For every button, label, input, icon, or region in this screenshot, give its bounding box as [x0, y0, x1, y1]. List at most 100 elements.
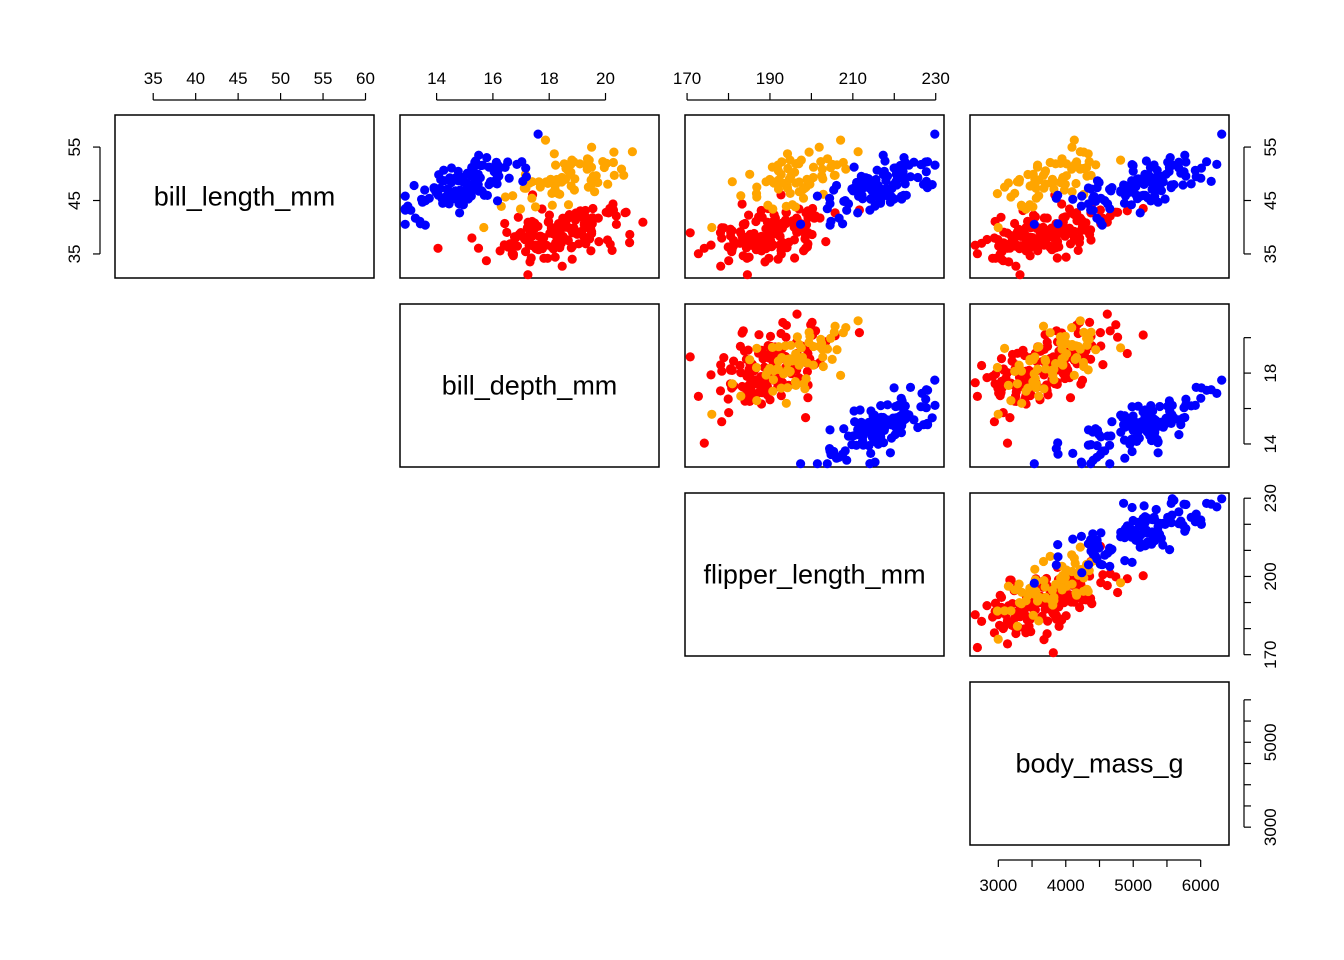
- point-series1-flipper_length_mm-body_mass_g-47: [1072, 590, 1082, 600]
- point-series0-bill_length_mm-flipper_length_mm-131: [699, 243, 709, 253]
- top-tick-label-bill_length_mm-45: 45: [229, 69, 248, 88]
- point-series0-bill_length_mm-body_mass_g-136: [1069, 210, 1079, 220]
- point-series0-bill_depth_mm-body_mass_g-90: [1007, 356, 1017, 366]
- point-series0-bill_length_mm-bill_depth_mm-118: [505, 239, 515, 249]
- point-series1-bill_depth_mm-body_mass_g-39: [1034, 342, 1044, 352]
- point-series1-bill_length_mm-bill_depth_mm-66: [527, 193, 537, 203]
- point-series2-flipper_length_mm-body_mass_g-8: [1029, 578, 1039, 588]
- point-series1-bill_depth_mm-flipper_length_mm-59: [827, 354, 837, 364]
- point-series0-flipper_length_mm-body_mass_g-75: [1028, 603, 1038, 613]
- point-series2-bill_depth_mm-flipper_length_mm-57: [930, 400, 940, 410]
- point-series0-bill_depth_mm-body_mass_g-135: [1011, 387, 1021, 397]
- point-series2-bill_depth_mm-flipper_length_mm-113: [852, 430, 862, 440]
- point-series2-flipper_length_mm-body_mass_g-107: [1142, 513, 1152, 523]
- point-series1-bill_length_mm-flipper_length_mm-57: [790, 202, 801, 212]
- point-series0-bill_depth_mm-body_mass_g-92: [1005, 413, 1015, 423]
- point-series1-bill_length_mm-flipper_length_mm-37: [796, 155, 806, 165]
- point-series1-bill_depth_mm-flipper_length_mm-37: [796, 343, 806, 353]
- point-series2-bill_length_mm-flipper_length_mm-86: [896, 191, 907, 201]
- point-series1-bill_length_mm-flipper_length_mm-53: [783, 163, 793, 174]
- point-series0-bill_length_mm-flipper_length_mm-80: [764, 253, 774, 263]
- point-series1-bill_depth_mm-flipper_length_mm-50: [832, 345, 842, 355]
- point-series2-bill_length_mm-bill_depth_mm-76: [478, 160, 488, 170]
- point-series0-bill_length_mm-bill_depth_mm-92: [473, 243, 484, 253]
- point-series0-bill_depth_mm-flipper_length_mm-92: [801, 413, 811, 423]
- point-series2-bill_depth_mm-body_mass_g-87: [1158, 417, 1168, 427]
- point-series2-bill_length_mm-bill_depth_mm-28: [512, 159, 522, 169]
- point-series0-bill_length_mm-bill_depth_mm-53: [481, 256, 491, 266]
- point-series0-flipper_length_mm-body_mass_g-142: [970, 610, 980, 620]
- point-series0-flipper_length_mm-body_mass_g-80: [990, 598, 1001, 608]
- point-series2-bill_length_mm-bill_depth_mm-113: [446, 177, 456, 188]
- point-series2-bill_depth_mm-flipper_length_mm-48: [866, 448, 876, 458]
- point-series0-bill_length_mm-bill_depth_mm-9: [467, 233, 477, 243]
- point-series2-bill_length_mm-body_mass_g-104: [1135, 208, 1145, 218]
- point-series0-bill_depth_mm-body_mass_g-44: [1113, 332, 1123, 342]
- point-series2-bill_depth_mm-flipper_length_mm-117: [875, 422, 885, 432]
- point-series1-bill_length_mm-bill_depth_mm-60: [555, 189, 565, 199]
- point-series0-bill_length_mm-bill_depth_mm-120: [508, 249, 518, 259]
- point-series2-bill_depth_mm-flipper_length_mm-112: [863, 425, 874, 435]
- point-series2-bill_length_mm-body_mass_g-12: [1119, 198, 1130, 208]
- point-series0-flipper_length_mm-body_mass_g-97: [1102, 580, 1112, 591]
- point-series0-bill_length_mm-bill_depth_mm-114: [558, 231, 568, 241]
- point-series2-bill_length_mm-bill_depth_mm-93: [482, 153, 492, 163]
- point-series0-bill_length_mm-body_mass_g-118: [1065, 239, 1076, 249]
- point-series2-bill_length_mm-flipper_length_mm-59: [840, 196, 850, 206]
- panel-flipper_length_mm-vs-flipper_length_mm: [684, 492, 945, 657]
- point-series1-flipper_length_mm-body_mass_g-20: [1017, 587, 1027, 597]
- point-series0-bill_depth_mm-body_mass_g-111: [1095, 328, 1105, 338]
- point-series1-bill_depth_mm-body_mass_g-63: [993, 409, 1003, 419]
- point-series1-bill_length_mm-body_mass_g-59: [1070, 159, 1080, 169]
- point-series0-bill_depth_mm-flipper_length_mm-2: [719, 353, 729, 363]
- point-series0-bill_length_mm-bill_depth_mm-128: [547, 223, 557, 233]
- point-series2-bill_length_mm-body_mass_g-113: [1094, 177, 1104, 188]
- diagonal-label-bill_length_mm: bill_length_mm: [154, 182, 336, 212]
- point-series1-bill_length_mm-bill_depth_mm-62: [588, 171, 599, 181]
- point-series0-bill_length_mm-body_mass_g-142: [970, 240, 980, 250]
- point-series2-bill_length_mm-body_mass_g-110: [1086, 205, 1096, 215]
- point-series1-bill_length_mm-body_mass_g-43: [1045, 157, 1055, 168]
- point-series0-bill_length_mm-flipper_length_mm-120: [776, 249, 786, 259]
- point-series0-bill_length_mm-flipper_length_mm-121: [751, 216, 761, 227]
- point-series0-bill_length_mm-flipper_length_mm-51: [744, 210, 754, 220]
- top-tick-label-bill_depth_mm-16: 16: [483, 69, 502, 88]
- point-series2-bill_length_mm-bill_depth_mm-99: [462, 168, 472, 178]
- point-series2-bill_length_mm-bill_depth_mm-58: [489, 167, 499, 177]
- top-tick-label-flipper_length_mm-190: 190: [756, 69, 784, 88]
- top-tick-label-bill_depth_mm-18: 18: [540, 69, 559, 88]
- point-series1-bill_depth_mm-body_mass_g-62: [1082, 340, 1092, 350]
- point-series1-bill_length_mm-body_mass_g-45: [1040, 166, 1051, 176]
- point-series0-bill_depth_mm-flipper_length_mm-127: [765, 331, 776, 341]
- point-series0-bill_length_mm-body_mass_g-145: [1043, 227, 1053, 237]
- point-series1-bill_depth_mm-body_mass_g-37: [1116, 343, 1126, 353]
- point-series0-bill_length_mm-body_mass_g-128: [1021, 223, 1031, 233]
- point-series2-bill_depth_mm-body_mass_g-96: [1116, 427, 1126, 437]
- point-series2-bill_length_mm-flipper_length_mm-102: [882, 191, 893, 201]
- point-series1-flipper_length_mm-body_mass_g-32: [1012, 621, 1023, 631]
- point-series0-bill_length_mm-body_mass_g-137: [1045, 243, 1055, 253]
- top-tick-label-bill_length_mm-50: 50: [271, 69, 290, 88]
- point-series0-bill_length_mm-flipper_length_mm-110: [801, 231, 811, 241]
- point-series2-flipper_length_mm-body_mass_g-59: [1100, 550, 1110, 560]
- point-series1-bill_length_mm-bill_depth_mm-10: [616, 164, 627, 174]
- point-series2-bill_length_mm-bill_depth_mm-116: [439, 176, 449, 186]
- point-series1-bill_depth_mm-flipper_length_mm-43: [838, 328, 848, 338]
- point-series1-flipper_length_mm-body_mass_g-59: [1070, 558, 1080, 569]
- point-series0-bill_depth_mm-body_mass_g-141: [982, 373, 992, 383]
- point-series2-bill_length_mm-bill_depth_mm-118: [503, 157, 513, 167]
- point-series1-bill_length_mm-body_mass_g-54: [1006, 192, 1016, 202]
- point-series0-bill_length_mm-flipper_length_mm-122: [742, 270, 753, 280]
- point-series0-bill_length_mm-body_mass_g-115: [1022, 232, 1032, 242]
- point-series2-flipper_length_mm-body_mass_g-113: [1094, 543, 1104, 553]
- point-series2-bill_depth_mm-body_mass_g-45: [1120, 453, 1130, 463]
- point-series2-bill_depth_mm-flipper_length_mm-54: [876, 401, 886, 411]
- point-series1-bill_depth_mm-flipper_length_mm-3: [818, 352, 828, 362]
- top-tick-label-bill_length_mm-60: 60: [356, 69, 375, 88]
- panel-bill_length_mm-vs-body_mass_g: [969, 114, 1230, 279]
- point-series1-bill_depth_mm-flipper_length_mm-51: [804, 327, 814, 337]
- left-tick-label-bill_length_mm-35: 35: [65, 244, 84, 263]
- point-series2-bill_length_mm-bill_depth_mm-31: [521, 172, 532, 182]
- point-series1-bill_length_mm-body_mass_g-37: [1116, 155, 1126, 165]
- point-series0-flipper_length_mm-body_mass_g-139: [1042, 629, 1052, 639]
